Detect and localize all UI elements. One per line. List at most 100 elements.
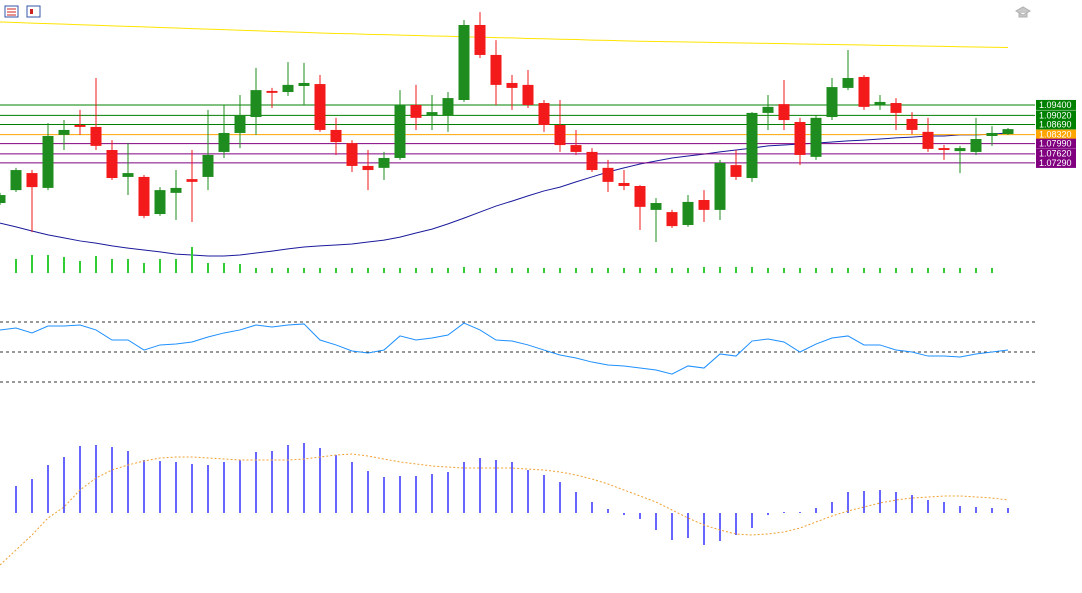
volume-bar	[911, 268, 913, 273]
candle-body	[330, 129, 342, 143]
candle-body	[826, 87, 838, 118]
candle-body	[378, 157, 390, 168]
level-label: 1.07990	[1039, 139, 1072, 149]
volume-bar	[207, 263, 209, 273]
volume-bar	[943, 268, 945, 273]
volume-bar	[255, 268, 257, 273]
candle-body	[970, 139, 982, 152]
candle-body	[922, 131, 934, 149]
volume-bar	[831, 268, 833, 273]
volume-bar	[927, 268, 929, 273]
moving-average	[0, 132, 1009, 257]
candle-body	[426, 112, 438, 116]
volume-bar	[399, 268, 401, 273]
volume-bar	[847, 268, 849, 273]
candle-body	[458, 25, 470, 100]
volume-bar	[959, 268, 961, 273]
volume-bar	[495, 268, 497, 273]
candle-body	[250, 90, 262, 118]
level-label: 1.09020	[1039, 110, 1072, 120]
icon-grid[interactable]	[26, 5, 41, 18]
toolbar-icons	[4, 5, 1032, 18]
icon-cap[interactable]	[1014, 6, 1032, 18]
candle-body	[682, 201, 694, 225]
volume-bar	[687, 268, 689, 273]
volume-bar	[671, 268, 673, 273]
candle-body	[666, 212, 678, 227]
volume-bar	[463, 267, 465, 273]
candle-body	[234, 115, 246, 133]
volume-bar	[991, 268, 993, 273]
level-label: 1.07620	[1039, 149, 1072, 159]
candle-body	[266, 90, 278, 93]
volume-bar	[719, 267, 721, 273]
candle-body	[794, 121, 806, 155]
level-label: 1.07290	[1039, 158, 1072, 168]
volume-bar	[543, 268, 545, 273]
volume-bar	[799, 268, 801, 273]
candle-body	[906, 118, 918, 130]
volume-bar	[287, 268, 289, 273]
level-label: 1.09400	[1039, 100, 1072, 110]
candle-body	[74, 125, 86, 127]
candle-body	[650, 203, 662, 210]
candle-body	[298, 82, 310, 86]
volume-bar	[575, 268, 577, 273]
level-label-bg	[1036, 138, 1076, 149]
candle-body	[762, 106, 774, 113]
candle-body	[138, 176, 150, 216]
candle-body	[410, 104, 422, 118]
volume-bar	[591, 268, 593, 273]
candle-body	[314, 84, 326, 130]
volume-bar	[511, 268, 513, 273]
candle-body	[10, 170, 22, 191]
candle-body	[106, 150, 118, 179]
candle-body	[154, 190, 166, 215]
volume-bar	[143, 263, 145, 273]
volume-bar	[415, 268, 417, 273]
candle-body	[522, 84, 534, 105]
candle-body	[874, 101, 886, 105]
candle-body	[746, 112, 758, 179]
candle-body	[698, 200, 710, 210]
level-label-bg	[1036, 148, 1076, 159]
candle-body	[202, 154, 214, 177]
volume-bar	[63, 257, 65, 273]
volume-bar	[383, 268, 385, 273]
volume-bar	[15, 259, 17, 273]
candle-body	[954, 148, 966, 152]
volume-bar	[479, 268, 481, 273]
volume-bar	[239, 264, 241, 273]
moving-average	[0, 21, 1009, 49]
volume-bar	[47, 255, 49, 273]
candle-body	[218, 132, 230, 152]
candle-body	[554, 125, 566, 146]
candle-body	[42, 135, 54, 188]
candle-body	[394, 104, 406, 158]
volume-bar	[735, 267, 737, 273]
volume-bar	[159, 259, 161, 273]
volume-bar	[271, 268, 273, 273]
volume-bar	[863, 268, 865, 273]
volume-bar	[95, 256, 97, 273]
candle-body	[362, 165, 374, 171]
volume-bar	[319, 268, 321, 273]
volume-bar	[559, 268, 561, 273]
volume-bar	[175, 259, 177, 273]
volume-bar	[751, 267, 753, 273]
candle-body	[810, 117, 822, 157]
volume-bar	[703, 267, 705, 273]
candle-body	[938, 148, 950, 150]
volume-bar	[191, 247, 193, 273]
candle-body	[0, 195, 6, 204]
candle-body	[282, 84, 294, 93]
level-label-bg	[1036, 129, 1076, 140]
volume-bar	[31, 255, 33, 273]
level-label-bg	[1036, 110, 1076, 121]
volume-bar	[607, 268, 609, 273]
volume-bar	[127, 259, 129, 273]
signal-line	[0, 453, 1009, 566]
volume-bar	[767, 268, 769, 273]
volume-bar	[367, 268, 369, 273]
